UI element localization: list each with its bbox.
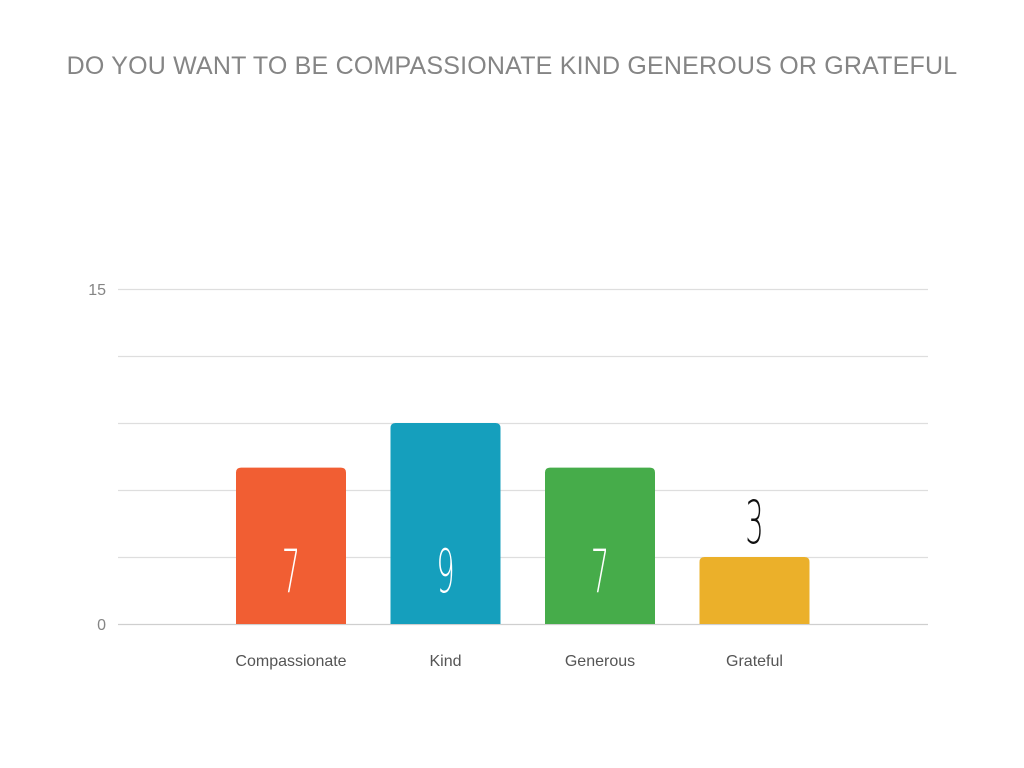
bar-compassionate xyxy=(236,467,346,624)
x-axis-ticks: Compassionate Kind Generous Grateful xyxy=(235,653,783,670)
data-labels: 7 9 7 3 xyxy=(282,488,764,607)
x-tick-label: Generous xyxy=(565,653,635,670)
data-label: 7 xyxy=(282,537,300,607)
y-tick-label: 0 xyxy=(97,617,106,634)
x-tick-label: Grateful xyxy=(726,653,783,670)
data-label: 3 xyxy=(745,488,763,558)
x-tick-label: Kind xyxy=(429,653,461,670)
bar-grateful xyxy=(699,557,810,624)
y-tick-label: 15 xyxy=(88,282,106,299)
bars xyxy=(236,423,810,624)
x-tick-label: Compassionate xyxy=(235,653,346,670)
y-axis-ticks: 0 15 xyxy=(88,282,106,634)
chart-title: DO YOU WANT TO BE COMPASSIONATE KIND GEN… xyxy=(66,52,958,80)
data-label: 9 xyxy=(436,537,454,607)
bar-kind xyxy=(390,423,501,624)
bar-generous xyxy=(545,467,655,624)
data-label: 7 xyxy=(591,537,609,607)
